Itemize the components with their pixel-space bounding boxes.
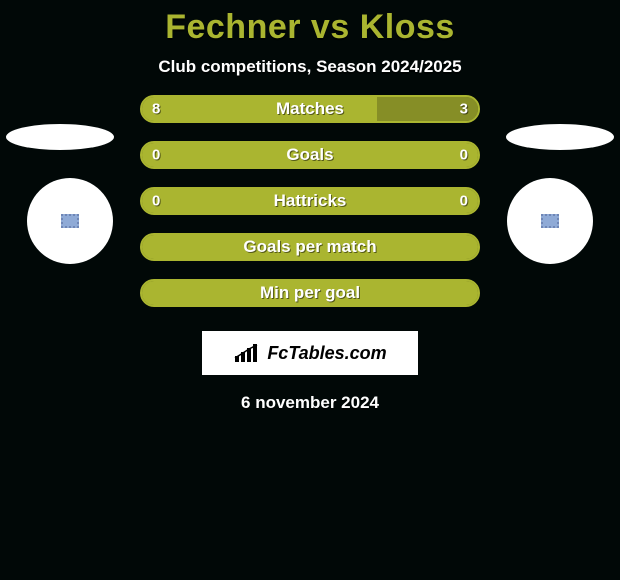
stat-label: Hattricks <box>274 191 347 211</box>
stat-row: 0 0 Hattricks <box>140 187 480 215</box>
brand-text: FcTables.com <box>267 343 386 364</box>
stat-value-left: 8 <box>152 101 160 118</box>
stat-value-right: 3 <box>460 101 468 118</box>
stat-value-right: 0 <box>460 147 468 164</box>
stat-label: Goals per match <box>243 237 376 257</box>
stat-value-right: 0 <box>460 193 468 210</box>
club-logo-right <box>506 124 614 150</box>
date-text: 6 november 2024 <box>0 393 620 413</box>
player-avatar-right <box>507 178 593 264</box>
subtitle: Club competitions, Season 2024/2025 <box>0 57 620 77</box>
stat-value-left: 0 <box>152 147 160 164</box>
stat-label: Matches <box>276 99 344 119</box>
stat-value-left: 0 <box>152 193 160 210</box>
club-logo-left <box>6 124 114 150</box>
stat-row: Goals per match <box>140 233 480 261</box>
brand-bars-icon <box>233 342 261 364</box>
player-avatar-left <box>27 178 113 264</box>
stat-label: Goals <box>286 145 333 165</box>
stat-row: 0 0 Goals <box>140 141 480 169</box>
stat-row: Min per goal <box>140 279 480 307</box>
stat-row: 8 3 Matches <box>140 95 480 123</box>
avatar-placeholder-icon <box>61 214 79 228</box>
stat-label: Min per goal <box>260 283 360 303</box>
avatar-placeholder-icon <box>541 214 559 228</box>
page-title: Fechner vs Kloss <box>0 0 620 47</box>
brand-box: FcTables.com <box>202 331 418 375</box>
